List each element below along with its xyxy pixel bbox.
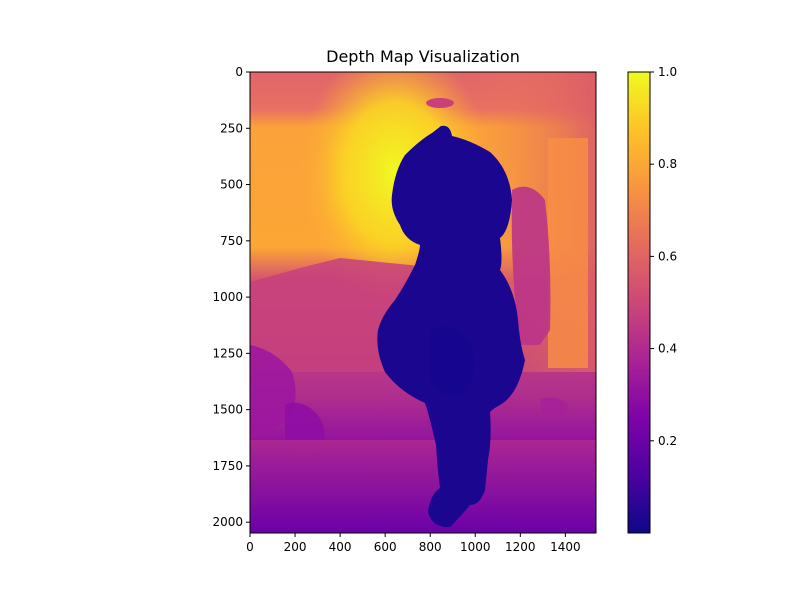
colorbar-tick-label: 0.4 [658,342,677,356]
y-tick-label: 250 [220,121,243,135]
x-tick-label: 1000 [460,540,491,554]
y-tick-label: 0 [235,65,243,79]
y-tick-label: 1000 [212,290,243,304]
x-tick-label: 0 [246,540,254,554]
x-tick-label: 600 [374,540,397,554]
y-tick-label: 1250 [212,346,243,360]
colorbar-ticks: 0.2 0.4 0.6 0.8 1.0 [650,65,677,448]
x-axis-ticks: 0 200 400 600 800 1000 1200 1400 [246,533,581,554]
y-tick-label: 2000 [212,515,243,529]
y-tick-label: 1500 [212,403,243,417]
colorbar-tick-label: 0.8 [658,157,677,171]
x-tick-label: 200 [284,540,307,554]
x-tick-label: 400 [329,540,352,554]
x-tick-label: 1200 [505,540,536,554]
y-tick-label: 500 [220,178,243,192]
y-tick-label: 750 [220,234,243,248]
y-tick-label: 1750 [212,459,243,473]
colorbar-gradient [628,72,650,533]
image-axes-frame [249,71,597,534]
colorbar-frame [627,71,651,534]
foreground-figure-silhouette [377,125,525,528]
depth-image [250,72,596,533]
colorbar-tick-label: 1.0 [658,65,677,79]
y-axis-ticks: 0 250 500 750 1000 1250 1500 1750 2000 [212,65,250,529]
colorbar-tick-label: 0.6 [658,249,677,263]
x-tick-label: 1400 [550,540,581,554]
colorbar-tick-label: 0.2 [658,434,677,448]
x-tick-label: 800 [419,540,442,554]
chart-title: Depth Map Visualization [326,47,520,66]
